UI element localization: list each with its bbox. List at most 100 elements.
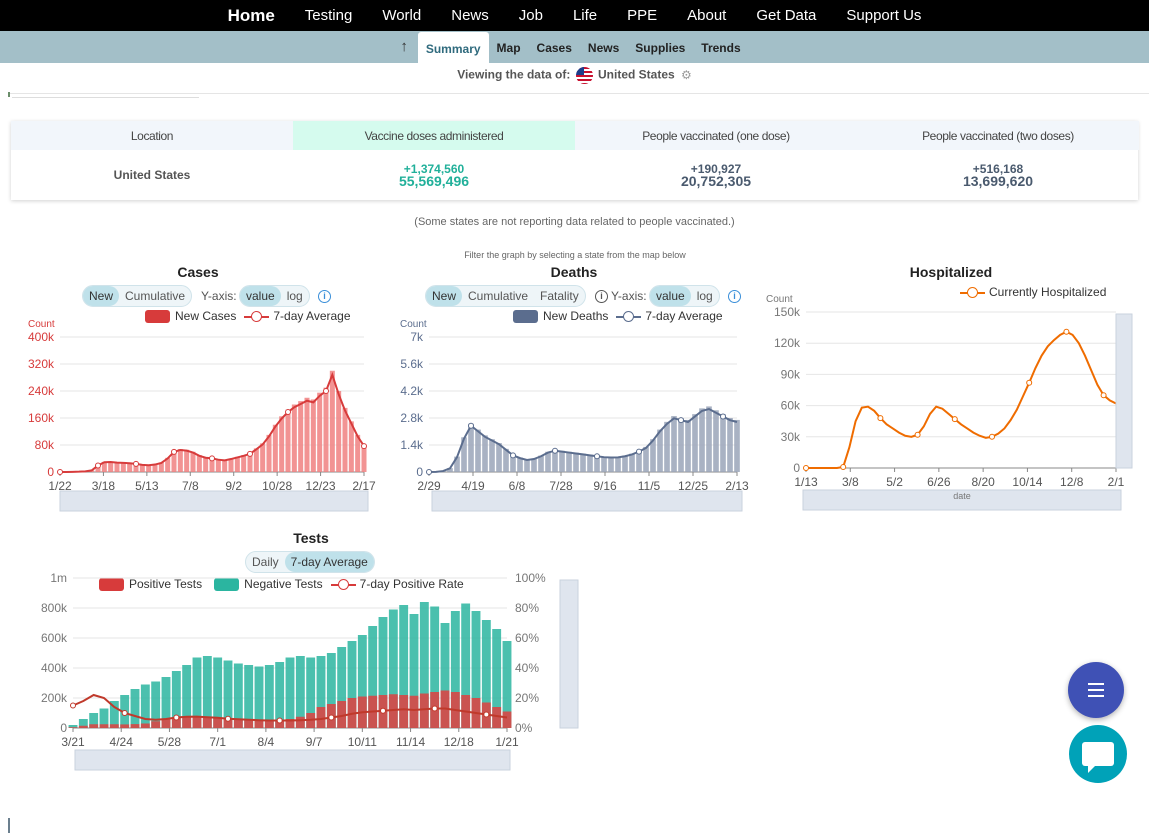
deaths-legend-bar[interactable]: New Deaths (543, 309, 609, 323)
bar (361, 445, 367, 472)
nav-job[interactable]: Job (518, 7, 543, 24)
positive-bar (182, 716, 192, 728)
tests-daily-pill[interactable]: Daily (252, 555, 279, 569)
y-tick-label: 30k (781, 430, 801, 444)
header-two-doses[interactable]: People vaccinated (two doses) (857, 121, 1139, 150)
deaths-cumulative-pill[interactable]: Cumulative (468, 289, 529, 303)
header-doses[interactable]: Vaccine doses administered (293, 121, 575, 150)
avg-point (678, 417, 684, 424)
cases-new-pill[interactable]: New (83, 286, 120, 306)
deaths-mode-toggle: New Cumulative Fatality (425, 285, 586, 307)
two-doses-total: 13,699,620 (962, 173, 1034, 189)
deaths-legend-line[interactable]: 7-day Average (645, 309, 723, 323)
gear-icon[interactable]: ⚙ (681, 67, 692, 82)
bar (323, 387, 329, 472)
tab-cases[interactable]: Cases (536, 41, 572, 55)
y-tick-label: 120k (774, 336, 801, 350)
cases-line-swatch (244, 310, 270, 323)
bar (650, 439, 656, 472)
deaths-value-pill[interactable]: value (650, 286, 691, 306)
cases-legend-bar[interactable]: New Cases (175, 309, 237, 323)
bar (285, 409, 291, 472)
tests-7day-pill[interactable]: 7-day Average (284, 552, 374, 572)
positive-bar (233, 719, 243, 728)
hospitalized-chart: Count 0 30k 60k 90k 120k 150k 1/13 3/8 5/2 6/26 8/2… (760, 280, 1149, 515)
tab-map[interactable]: Map (496, 41, 521, 55)
avg-point (209, 455, 215, 462)
deaths-line-swatch (616, 310, 642, 323)
bar (545, 451, 551, 472)
doses-delta: +1,374,560 (403, 162, 465, 176)
fatality-info-icon[interactable]: i (595, 290, 608, 303)
bar (190, 451, 196, 472)
bar (127, 462, 133, 472)
nav-home[interactable]: Home (227, 5, 275, 25)
bar (158, 462, 164, 472)
positive-bar (109, 724, 119, 728)
avg-point (95, 462, 101, 469)
nav-life[interactable]: Life (572, 7, 598, 24)
bar (266, 434, 272, 472)
negative-bar (68, 725, 78, 728)
bar (489, 439, 495, 472)
menu-button[interactable] (1068, 662, 1124, 718)
x-tick-label: 2/1 (1108, 475, 1125, 489)
nav-support-us[interactable]: Support Us (846, 7, 922, 24)
arrow-up-icon[interactable]: ↑ (400, 38, 408, 55)
bar (348, 421, 354, 472)
chat-button[interactable] (1069, 725, 1127, 783)
positive-rate-point (431, 705, 438, 712)
negative-bar (151, 681, 161, 728)
sub-nav: ↑ Summary Map Cases News Supplies Trends (0, 31, 1149, 63)
negative-bar (481, 620, 491, 728)
nav-ppe[interactable]: PPE (627, 7, 658, 24)
header-one-dose[interactable]: People vaccinated (one dose) (575, 121, 857, 150)
cases-log-pill[interactable]: log (286, 289, 303, 303)
cases-cumulative-pill[interactable]: Cumulative (125, 289, 186, 303)
x-tick-label: 8/4 (258, 735, 275, 749)
tab-summary[interactable]: Summary (417, 32, 489, 63)
deaths-fatality-pill[interactable]: Fatality (540, 289, 579, 303)
y-tick-label: 2.8k (400, 411, 424, 425)
bar (678, 418, 684, 472)
x-tick-label: 6/8 (509, 479, 526, 493)
info-icon[interactable]: i (318, 290, 331, 303)
chat-bubble-icon (1082, 742, 1114, 773)
x-tick-label: 7/8 (182, 479, 199, 493)
y-tick-label: 0 (60, 721, 67, 735)
nav-news[interactable]: News (451, 7, 489, 24)
hospitalized-point (1100, 392, 1107, 399)
y-tick-label: 1.4k (400, 438, 424, 452)
positive-bar (140, 723, 150, 728)
tests-legend-positive[interactable]: Positive Tests (129, 577, 203, 591)
deaths-log-pill[interactable]: log (696, 289, 713, 303)
positive-rate-point (70, 702, 76, 709)
positive-rate-point (380, 707, 386, 714)
tests-legend-negative[interactable]: Negative Tests (244, 577, 323, 591)
positive-rate-point (483, 711, 490, 718)
tab-trends[interactable]: Trends (701, 41, 741, 55)
bar (552, 449, 558, 472)
deaths-new-pill[interactable]: New (426, 286, 463, 306)
tab-news[interactable]: News (587, 41, 620, 55)
hospitalized-legend-line[interactable]: Currently Hospitalized (989, 285, 1107, 299)
y-tick-label: 90k (781, 367, 801, 381)
nav-get-data[interactable]: Get Data (756, 7, 817, 24)
negative-bar (502, 641, 512, 728)
nav-testing[interactable]: Testing (304, 7, 353, 24)
nav-world[interactable]: World (382, 7, 422, 24)
y-axis-label: Count (400, 319, 427, 330)
negative-bar (233, 663, 243, 728)
top-nav: Home Testing World News Job Life PPE Abo… (0, 0, 1149, 31)
x-tick-label: 9/16 (593, 479, 617, 493)
nav-about[interactable]: About (687, 7, 727, 24)
header-location[interactable]: Location (11, 121, 293, 150)
tests-legend-rate[interactable]: 7-day Positive Rate (359, 577, 464, 591)
cases-legend-line[interactable]: 7-day Average (273, 309, 351, 323)
negative-bar (430, 606, 440, 728)
info-icon[interactable]: i (728, 290, 741, 303)
cases-value-pill[interactable]: value (240, 286, 281, 306)
tab-supplies[interactable]: Supplies (635, 41, 686, 55)
y-tick-label: 160k (28, 411, 55, 425)
bar (671, 416, 677, 472)
